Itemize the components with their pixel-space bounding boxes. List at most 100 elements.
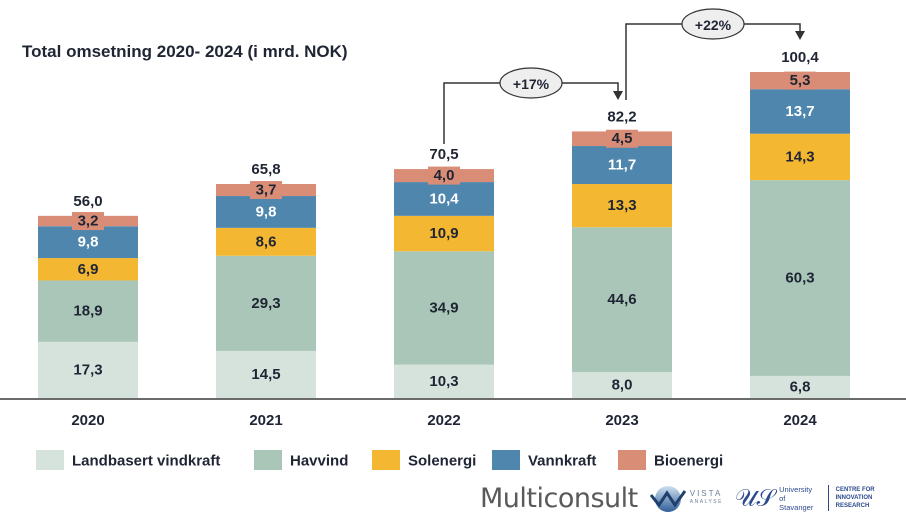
segment-label-bg <box>250 181 282 200</box>
legend-swatch <box>492 450 520 470</box>
segment-label-landbasert-vindkraft-2024: 6,8 <box>790 378 811 395</box>
vista-wave-icon <box>649 486 686 512</box>
bar-segment-havvind-2020 <box>38 280 138 342</box>
segment-label-bioenergi-2020: 3,2 <box>78 213 99 230</box>
total-label-2021: 65,8 <box>251 161 280 178</box>
legend-label: Solenergi <box>408 453 476 470</box>
segment-label-vannkraft-2021: 9,8 <box>256 203 277 220</box>
legend-item-landbasert-vindkraft: Landbasert vindkraft <box>36 450 220 470</box>
bar-segment-solenergi-2024 <box>750 133 850 181</box>
growth-label: +22% <box>695 17 732 33</box>
x-tick-2024: 2024 <box>783 412 817 429</box>
segment-label-solenergi-2023: 13,3 <box>607 197 636 214</box>
growth-ellipse <box>681 8 745 40</box>
segment-label-solenergi-2021: 8,6 <box>256 233 277 250</box>
vista-text: VISTA <box>689 489 723 498</box>
bar-stack-2023: 8,0 44,6 13,3 11,7 4,5 82,2 <box>572 108 672 398</box>
multiconsult-wordmark: Multiconsult <box>480 482 638 514</box>
vista-sub-text: ANALYSE <box>689 499 723 505</box>
segment-label-vannkraft-2022: 10,4 <box>429 190 459 207</box>
arrow-down-icon <box>795 31 805 40</box>
segment-label-vannkraft-2020: 9,8 <box>78 234 99 251</box>
legend-label: Havvind <box>290 453 348 470</box>
multiconsult-logo: Multiconsult <box>480 483 638 514</box>
bar-segment-solenergi-2021 <box>216 227 316 256</box>
growth-annotations: +17% +22% <box>443 8 805 144</box>
uis-mark-icon: 𝒰𝒮 <box>734 484 776 512</box>
legend-item-vannkraft: Vannkraft <box>492 450 596 470</box>
bar-segment-landbasert-vindkraft-2023 <box>572 372 672 398</box>
segment-label-havvind-2024: 60,3 <box>785 270 814 287</box>
segment-label-bg <box>606 129 638 148</box>
logo-strip: Multiconsult VISTA ANALYSE 𝒰𝒮 University… <box>480 478 906 518</box>
segment-label-havvind-2021: 29,3 <box>251 295 280 312</box>
total-label-2022: 70,5 <box>429 146 458 163</box>
uis-logo: 𝒰𝒮 University of Stavanger CENTRE FOR IN… <box>735 484 906 512</box>
uis-line2: of Stavanger <box>779 493 814 512</box>
x-tick-labels: 2020 2021 2022 2023 2024 <box>71 412 817 429</box>
segment-label-solenergi-2022: 10,9 <box>429 225 458 242</box>
legend: Landbasert vindkraft Havvind Solenergi Vann… <box>36 450 723 470</box>
bar-stack-2024: 6,8 60,3 14,3 13,7 5,3 100,4 <box>750 49 850 398</box>
segment-label-landbasert-vindkraft-2022: 10,3 <box>429 373 458 390</box>
segment-label-havvind-2023: 44,6 <box>607 291 636 308</box>
segment-label-landbasert-vindkraft-2020: 17,3 <box>73 361 102 378</box>
growth-label: +17% <box>513 76 550 92</box>
legend-item-solenergi: Solenergi <box>372 450 476 470</box>
segment-label-bg <box>784 71 816 90</box>
bar-segment-landbasert-vindkraft-2021 <box>216 350 316 398</box>
uis-separator <box>827 485 829 511</box>
bar-segment-landbasert-vindkraft-2020 <box>38 341 138 398</box>
legend-swatch <box>36 450 64 470</box>
chart-title: Total omsetning 2020- 2024 (i mrd. NOK) <box>22 42 348 61</box>
bar-segment-havvind-2024 <box>750 180 850 376</box>
x-tick-2021: 2021 <box>249 412 282 429</box>
legend-item-bioenergi: Bioenergi <box>618 450 723 470</box>
bar-stack-2022: 10,3 34,9 10,9 10,4 4,0 70,5 <box>394 146 494 398</box>
total-label-2024: 100,4 <box>781 49 819 66</box>
segment-label-vannkraft-2024: 13,7 <box>785 103 814 120</box>
uis-line1: University <box>779 484 813 494</box>
bar-segment-vannkraft-2024 <box>750 89 850 134</box>
segment-label-solenergi-2020: 6,9 <box>78 261 99 278</box>
segment-label-havvind-2020: 18,9 <box>73 303 102 320</box>
segment-label-vannkraft-2023: 11,7 <box>608 157 636 174</box>
bar-stack-2021: 14,5 29,3 8,6 9,8 3,7 65,8 <box>216 161 316 398</box>
legend-swatch <box>254 450 282 470</box>
segment-label-bg <box>428 166 460 185</box>
bar-segment-havvind-2021 <box>216 255 316 351</box>
segment-label-solenergi-2024: 14,3 <box>785 148 814 165</box>
segment-label-landbasert-vindkraft-2023: 8,0 <box>612 377 633 394</box>
arrow-down-icon <box>613 91 623 100</box>
bar-segment-solenergi-2020 <box>38 258 138 281</box>
x-tick-2020: 2020 <box>71 412 104 429</box>
cir-line1: CENTRE FOR <box>835 487 875 493</box>
total-label-2023: 82,2 <box>607 108 636 125</box>
bar-segment-landbasert-vindkraft-2024 <box>750 375 850 398</box>
bar-segment-vannkraft-2023 <box>572 146 672 185</box>
legend-swatch <box>372 450 400 470</box>
segment-label-bioenergi-2023: 4,5 <box>612 130 633 147</box>
vista-analyse-logo: VISTA ANALYSE <box>649 483 723 513</box>
bar-segment-vannkraft-2022 <box>394 182 494 216</box>
bars-group: 17,3 18,9 6,9 9,8 3,2 56,0 14,5 29,3 8,6 9,8 3,7 65… <box>38 49 850 398</box>
segment-label-landbasert-vindkraft-2021: 14,5 <box>251 366 280 383</box>
bar-segment-havvind-2022 <box>394 251 494 365</box>
bar-segment-havvind-2023 <box>572 227 672 373</box>
bar-segment-vannkraft-2020 <box>38 226 138 259</box>
growth-ellipse <box>499 67 563 99</box>
x-tick-2022: 2022 <box>427 412 460 429</box>
legend-item-havvind: Havvind <box>254 450 348 470</box>
segment-label-bg <box>72 212 104 231</box>
segment-label-bioenergi-2024: 5,3 <box>790 72 811 89</box>
legend-label: Bioenergi <box>654 453 723 470</box>
legend-swatch <box>618 450 646 470</box>
bar-segment-landbasert-vindkraft-2022 <box>394 364 494 398</box>
bar-segment-solenergi-2023 <box>572 184 672 228</box>
bar-segment-solenergi-2022 <box>394 215 494 252</box>
segment-label-bioenergi-2022: 4,0 <box>434 167 455 184</box>
x-tick-2023: 2023 <box>605 412 638 429</box>
growth-annotation-2023-2024: +22% <box>625 8 805 100</box>
segment-label-havvind-2022: 34,9 <box>429 299 458 316</box>
